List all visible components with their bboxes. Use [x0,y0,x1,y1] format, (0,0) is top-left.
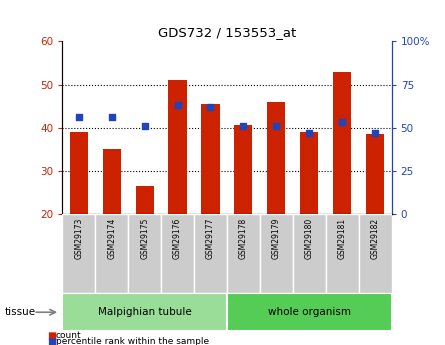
Point [141,123,148,129]
Bar [136,186,154,214]
Text: ■: ■ [47,331,56,341]
Bar [62,214,95,293]
Bar [194,214,227,293]
Point [372,130,379,136]
Text: GSM29176: GSM29176 [173,218,182,259]
Text: GSM29178: GSM29178 [239,218,248,259]
Text: Malpighian tubule: Malpighian tubule [98,307,191,317]
Bar [103,149,121,214]
Point [207,104,214,110]
Point [75,115,82,120]
Text: GSM29173: GSM29173 [74,218,83,259]
Bar [235,126,252,214]
Bar [227,214,260,293]
Text: count: count [56,331,81,340]
Bar [293,214,326,293]
Text: GSM29181: GSM29181 [338,218,347,259]
Bar [326,214,359,293]
Bar [62,293,227,331]
Bar [359,214,392,293]
Bar [161,214,194,293]
Point [273,123,280,129]
Text: whole organism: whole organism [268,307,351,317]
Bar [202,104,219,214]
Point [306,130,313,136]
Bar [267,102,285,214]
Point [240,123,247,129]
Text: GSM29174: GSM29174 [107,218,116,259]
Text: GSM29175: GSM29175 [140,218,149,259]
Bar [128,214,161,293]
Bar [366,134,384,214]
Bar [300,132,318,214]
Point [174,102,181,108]
Bar [227,293,392,331]
Bar [260,214,293,293]
Title: GDS732 / 153553_at: GDS732 / 153553_at [158,26,296,39]
Text: percentile rank within the sample: percentile rank within the sample [56,337,209,345]
Text: ■: ■ [47,337,56,345]
Bar [95,214,128,293]
Text: GSM29180: GSM29180 [305,218,314,259]
Point [339,120,346,125]
Text: tissue: tissue [4,307,36,317]
Text: GSM29179: GSM29179 [272,218,281,259]
Bar [333,71,351,214]
Bar [169,80,186,214]
Text: GSM29182: GSM29182 [371,218,380,259]
Text: GSM29177: GSM29177 [206,218,215,259]
Bar [70,132,88,214]
Point [108,115,115,120]
